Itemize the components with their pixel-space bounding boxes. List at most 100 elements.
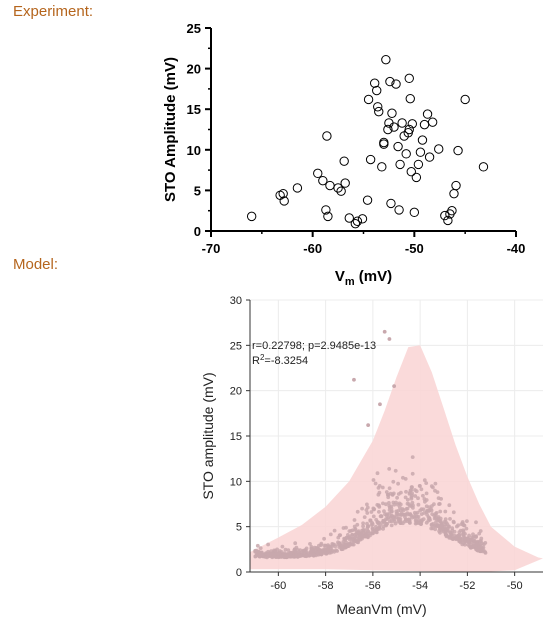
model-point <box>266 542 270 547</box>
y-tick-label: 0 <box>194 224 201 239</box>
model-point <box>255 543 260 548</box>
model-point <box>429 526 434 531</box>
model-point <box>374 524 378 529</box>
model-point <box>356 530 361 535</box>
model-point <box>365 511 370 515</box>
model-point <box>457 533 461 538</box>
model-point <box>423 499 427 504</box>
model-point <box>286 548 291 552</box>
model-point <box>443 509 448 514</box>
model-point <box>385 492 390 497</box>
model-point <box>413 488 417 492</box>
data-point <box>409 207 420 218</box>
model-point <box>359 531 364 536</box>
model-point <box>477 545 482 549</box>
model-point <box>328 532 333 537</box>
data-point <box>377 162 387 172</box>
data-point <box>440 210 450 221</box>
model-point <box>371 514 376 519</box>
model-point <box>385 521 390 526</box>
model-point <box>332 528 337 533</box>
model-point <box>387 504 392 508</box>
model-point <box>382 509 386 514</box>
model-point <box>392 502 397 507</box>
model-point <box>373 481 378 486</box>
model-point <box>349 529 353 533</box>
data-point <box>379 137 389 148</box>
data-point <box>318 175 328 186</box>
data-point <box>451 180 461 191</box>
data-point <box>422 109 433 119</box>
model-point <box>326 544 331 549</box>
model-point <box>341 540 346 544</box>
model-outlier-point <box>387 337 392 341</box>
model-point <box>409 485 414 490</box>
model-point <box>351 542 356 547</box>
model-point <box>416 502 421 507</box>
model-point <box>387 512 392 516</box>
model-point <box>388 519 392 524</box>
model-point <box>455 524 459 529</box>
model-point <box>429 484 434 489</box>
model-point <box>440 524 445 529</box>
y-tick-label: 15 <box>187 102 201 117</box>
data-point <box>381 54 391 65</box>
model-point <box>439 497 443 501</box>
y-tick-label: 10 <box>187 143 201 158</box>
x-tick-label: -40 <box>507 241 526 256</box>
model-point <box>427 517 432 521</box>
model-point <box>393 468 398 473</box>
y-tick-label: 0 <box>236 567 242 579</box>
model-point <box>352 518 357 522</box>
data-point <box>401 149 411 159</box>
model-point <box>381 501 385 506</box>
model-point <box>473 543 478 548</box>
model-point <box>433 488 437 493</box>
data-point <box>246 211 257 222</box>
model-point <box>387 467 392 471</box>
data-point <box>386 198 396 209</box>
model-point <box>451 510 456 515</box>
y-tick-label: 5 <box>194 183 201 198</box>
model-point <box>403 495 408 500</box>
y-tick-label: 10 <box>230 476 242 488</box>
model-point <box>358 534 363 539</box>
data-point <box>443 215 453 226</box>
data-point <box>395 159 405 170</box>
model-point <box>280 544 285 549</box>
x-tick-label: -60 <box>270 580 286 592</box>
model-point <box>371 478 376 482</box>
x-axis-label: Vm (mV) <box>335 268 392 288</box>
stats-annotation-r2: R2=-8.3254 <box>252 353 308 367</box>
model-point <box>436 516 441 521</box>
model-point <box>346 544 351 548</box>
model-point <box>364 508 369 512</box>
model-point <box>395 495 399 500</box>
model-point <box>293 541 298 546</box>
model-point <box>450 526 455 531</box>
model-point <box>380 485 385 490</box>
model-point <box>391 479 396 484</box>
model-point <box>279 554 284 558</box>
model-point <box>418 484 422 488</box>
model-point <box>336 535 341 540</box>
model-point <box>430 512 435 516</box>
model-point <box>377 490 382 495</box>
model-point <box>361 528 366 532</box>
model-point <box>449 536 454 541</box>
model-point <box>258 546 263 550</box>
data-point <box>397 118 407 128</box>
model-point <box>412 514 416 519</box>
y-tick-label: 25 <box>230 340 242 352</box>
model-point <box>369 510 374 514</box>
model-point <box>474 535 478 539</box>
data-point <box>478 162 489 172</box>
data-point <box>453 145 463 156</box>
model-point <box>461 533 466 537</box>
model-point <box>447 503 452 508</box>
model-point <box>438 509 443 514</box>
model-point <box>444 520 448 525</box>
model-point <box>361 521 365 526</box>
model-point <box>420 519 424 523</box>
model-point <box>370 527 375 532</box>
